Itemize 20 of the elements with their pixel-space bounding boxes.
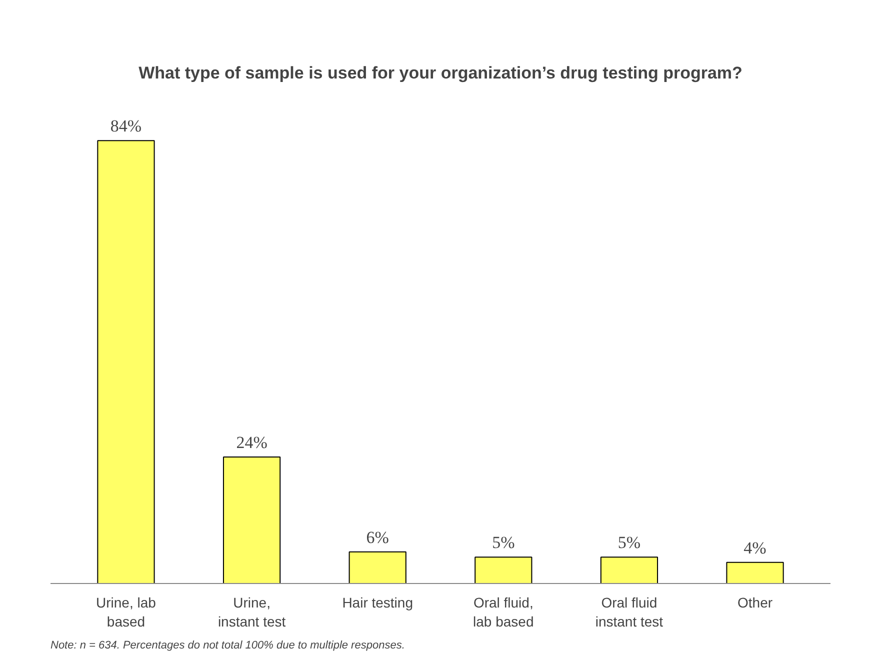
x-tick-label: Hair testing [342, 594, 414, 610]
bar [726, 562, 784, 584]
bar [474, 556, 532, 584]
data-label: 4% [744, 538, 766, 558]
x-tick-label: Oral fluid instant test [595, 594, 664, 630]
data-label: 5% [618, 533, 641, 552]
bar [97, 140, 155, 584]
chart-title: What type of sample is used for your organization’s drug testing program? [138, 64, 742, 82]
text: Note: n = 634. Percentages do not total 100% due to multiple responses. [50, 640, 405, 652]
x-tick-label: Urine, lab based [96, 594, 156, 630]
data-label: 6% [366, 528, 389, 547]
data-label: 5% [492, 533, 515, 552]
data-label: 24% [236, 432, 268, 452]
x-tick-label: Oral fluid, lab based [473, 594, 534, 630]
data-label: 84% [110, 116, 142, 136]
x-tick-label: Urine, instant test [218, 594, 286, 630]
bar [348, 551, 406, 584]
bar [600, 556, 658, 584]
bar [222, 456, 281, 584]
x-tick-label: Other [738, 594, 773, 610]
